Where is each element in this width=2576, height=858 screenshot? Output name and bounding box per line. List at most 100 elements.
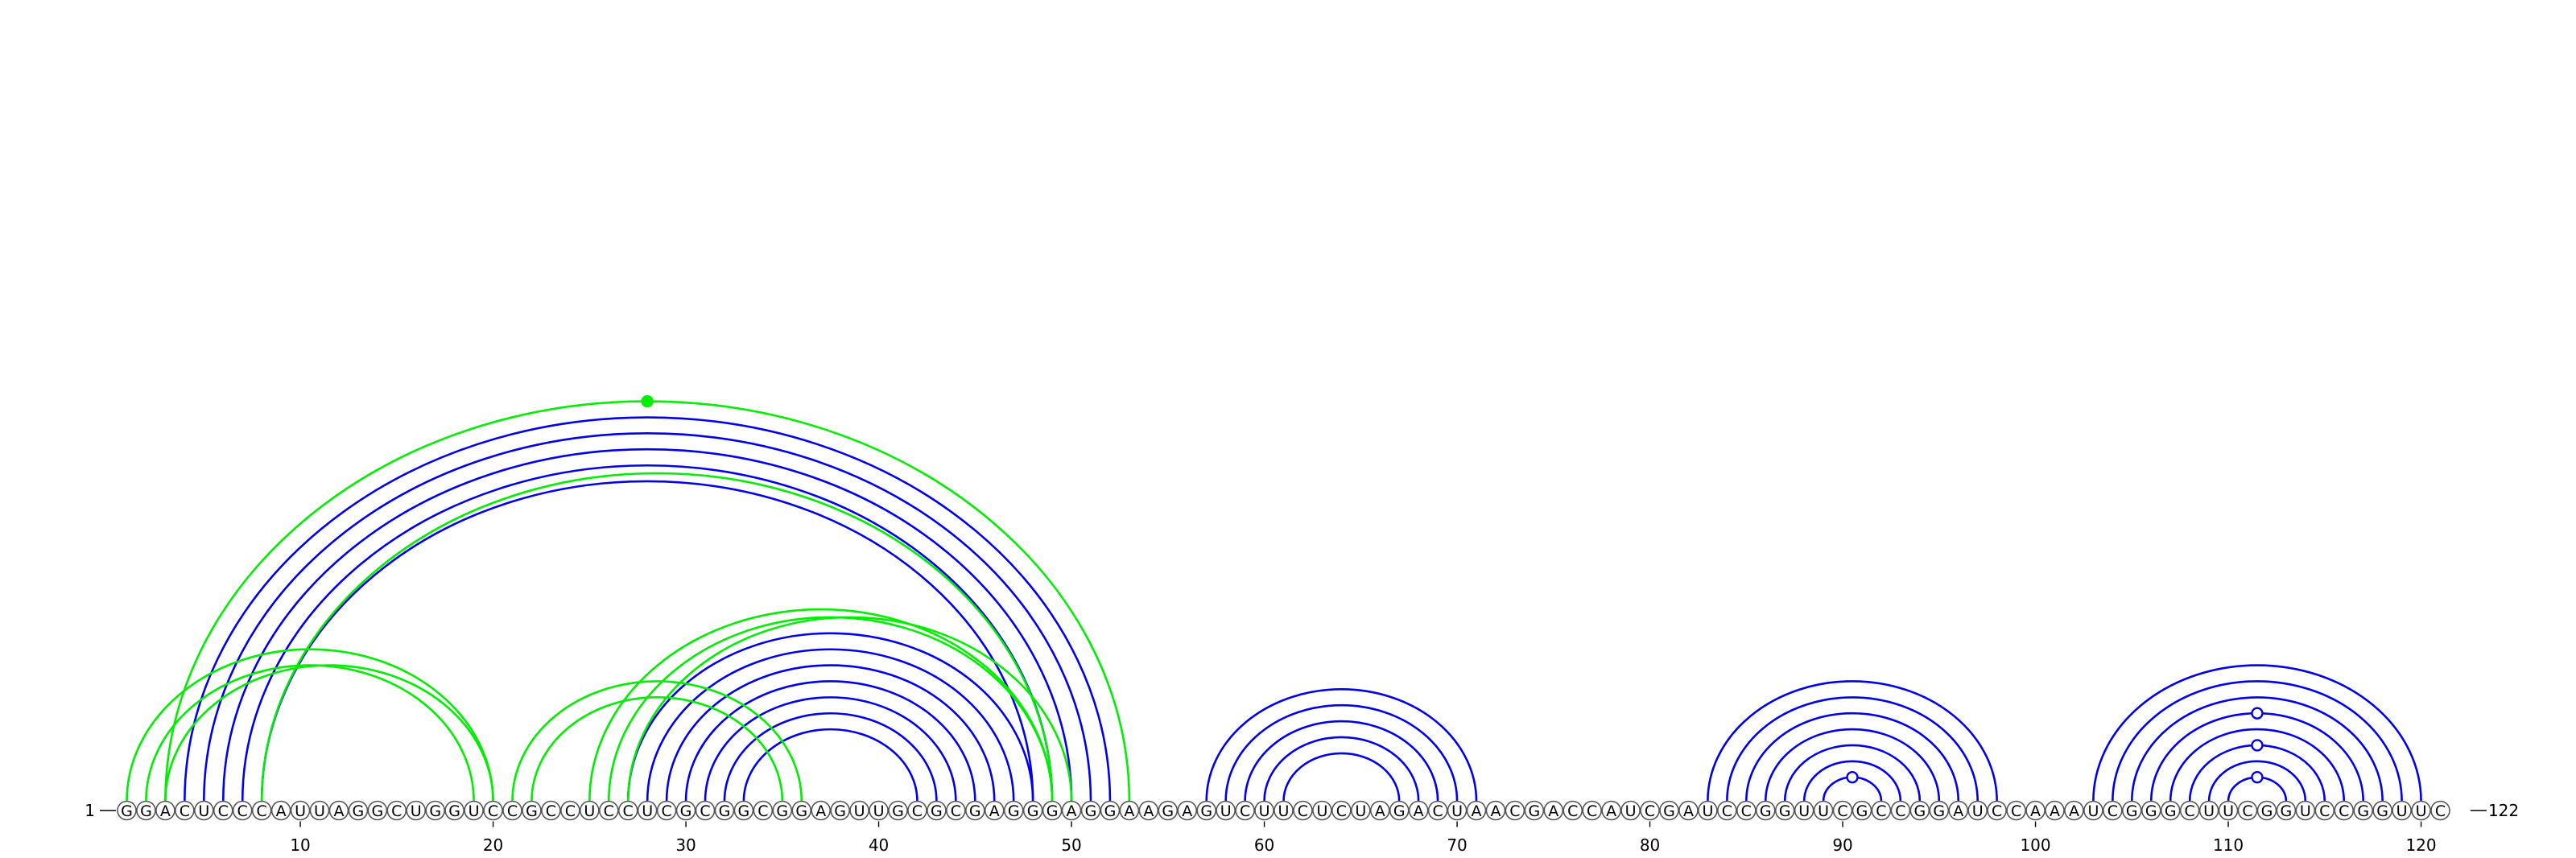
predicted-arc-27-50: [626, 616, 1073, 802]
reference-arc-28-47: [646, 648, 1015, 802]
sequence-start-label: 1: [85, 801, 95, 820]
nucleotide-30: G: [675, 800, 696, 821]
tick-label-80: 80: [1640, 835, 1660, 855]
nucleotide-117: G: [2353, 800, 2373, 821]
nucleotide-circle: [386, 800, 407, 821]
nucleotide-56: A: [1177, 800, 1198, 821]
nucleotide-75: A: [1543, 800, 1564, 821]
pair-marker-3-53: [641, 394, 654, 408]
reference-arc-61-67: [1282, 752, 1401, 802]
nucleotide-88: U: [1794, 800, 1814, 821]
nucleotide-letter: U: [295, 802, 306, 820]
reference-arc-27-48: [626, 632, 1034, 802]
nucleotide-letter: G: [526, 802, 538, 820]
nucleotide-89: U: [1813, 800, 1834, 821]
nucleotide-17: G: [425, 800, 446, 821]
tick-label-70: 70: [1447, 835, 1467, 855]
nucleotide-39: U: [849, 800, 869, 821]
nucleotide-letter: G: [1760, 802, 1772, 820]
nucleotide-circle: [2334, 800, 2355, 821]
nucleotide-circle: [175, 800, 195, 821]
nucleotide-14: G: [367, 800, 388, 821]
reference-arc-85-96: [1745, 712, 1960, 802]
nucleotide-100: A: [2025, 800, 2046, 821]
nucleotide-circle: [1640, 800, 1660, 821]
nucleotide-circle: [1813, 800, 1834, 821]
nucleotide-letter: A: [1953, 802, 1963, 820]
nucleotide-circle: [1022, 800, 1043, 821]
nucleotide-circle: [2122, 800, 2142, 821]
nucleotide-letter: G: [1104, 802, 1117, 820]
nucleotide-letter: A: [2030, 802, 2041, 820]
nucleotide-letter: A: [2069, 802, 2079, 820]
nucleotide-circle: [1351, 800, 1371, 821]
nucleotide-50: A: [1061, 800, 1082, 821]
nucleotide-41: G: [888, 800, 908, 821]
nucleotide-113: G: [2276, 800, 2297, 821]
nucleotide-circle: [1852, 800, 1872, 821]
sequence-end-label: 122: [2488, 801, 2519, 820]
nucleotide-letter: C: [2107, 802, 2118, 820]
reference-arc-87-94: [1783, 744, 1922, 802]
nucleotide-letter: C: [1240, 802, 1250, 820]
nucleotide-letter: U: [873, 802, 885, 820]
nucleotide-79: U: [1620, 800, 1641, 821]
nucleotide-circle: [1948, 800, 1969, 821]
nucleotide-letter: A: [333, 802, 344, 820]
nucleotide-circle: [194, 800, 214, 821]
nucleotide-61: U: [1274, 800, 1294, 821]
nucleotide-letter: U: [411, 802, 422, 820]
nucleotide-circle: [1987, 800, 2007, 821]
nucleotide-letter: G: [931, 802, 943, 820]
tick-label-90: 90: [1832, 835, 1852, 855]
nucleotide-circle: [579, 800, 600, 821]
nucleotide-54: A: [1138, 800, 1159, 821]
nucleotide-circle: [541, 800, 561, 821]
nucleotide-letter: C: [2319, 802, 2330, 820]
nucleotide-letter: G: [1913, 802, 1926, 820]
nucleotide-63: U: [1312, 800, 1332, 821]
nucleotide-circle: [1331, 800, 1352, 821]
nucleotide-8: C: [251, 800, 272, 821]
pair-marker-110-113: [2251, 770, 2264, 784]
nucleotide-letter: A: [989, 802, 1000, 820]
nucleotide-letter: G: [2261, 802, 2273, 820]
nucleotide-circle: [309, 800, 330, 821]
nucleotide-22: G: [522, 800, 542, 821]
nucleotide-circle: [1100, 800, 1121, 821]
nucleotide-58: U: [1216, 800, 1236, 821]
nucleotide-circle: [927, 800, 947, 821]
nucleotide-letter: U: [584, 802, 595, 820]
tick-label-20: 20: [483, 835, 503, 855]
nucleotide-letter: A: [815, 802, 826, 820]
nucleotide-circle: [617, 800, 638, 821]
nucleotide-circle: [2006, 800, 2026, 821]
nucleotide-circle: [1466, 800, 1487, 821]
nucleotide-letter: U: [1259, 802, 1270, 820]
nucleotide-circle: [907, 800, 927, 821]
nucleotide-letter: C: [1876, 802, 1886, 820]
nucleotide-circle: [1929, 800, 1950, 821]
nucleotide-circle: [2314, 800, 2335, 821]
nucleotide-circle: [1138, 800, 1159, 821]
nucleotide-42: C: [907, 800, 927, 821]
nucleotide-circle: [406, 800, 427, 821]
nucleotide-16: U: [406, 800, 427, 821]
nucleotide-letter: G: [834, 802, 846, 820]
nucleotide-letter: C: [758, 802, 768, 820]
nucleotide-115: C: [2314, 800, 2335, 821]
nucleotide-circle: [2140, 800, 2161, 821]
nucleotide-letter: C: [1722, 802, 1732, 820]
nucleotide-letter: C: [237, 802, 248, 820]
nucleotide-81: G: [1659, 800, 1679, 821]
nucleotide-letter: C: [507, 802, 518, 820]
nucleotide-circle: [1582, 800, 1602, 821]
nucleotide-letter: G: [2357, 802, 2369, 820]
nucleotide-letter: G: [969, 802, 981, 820]
nucleotide-letter: U: [2300, 802, 2311, 820]
nucleotide-circle: [1408, 800, 1429, 821]
nucleotide-circle: [2256, 800, 2277, 821]
nucleotide-letter: G: [1663, 802, 1675, 820]
nucleotide-circle: [1080, 800, 1101, 821]
